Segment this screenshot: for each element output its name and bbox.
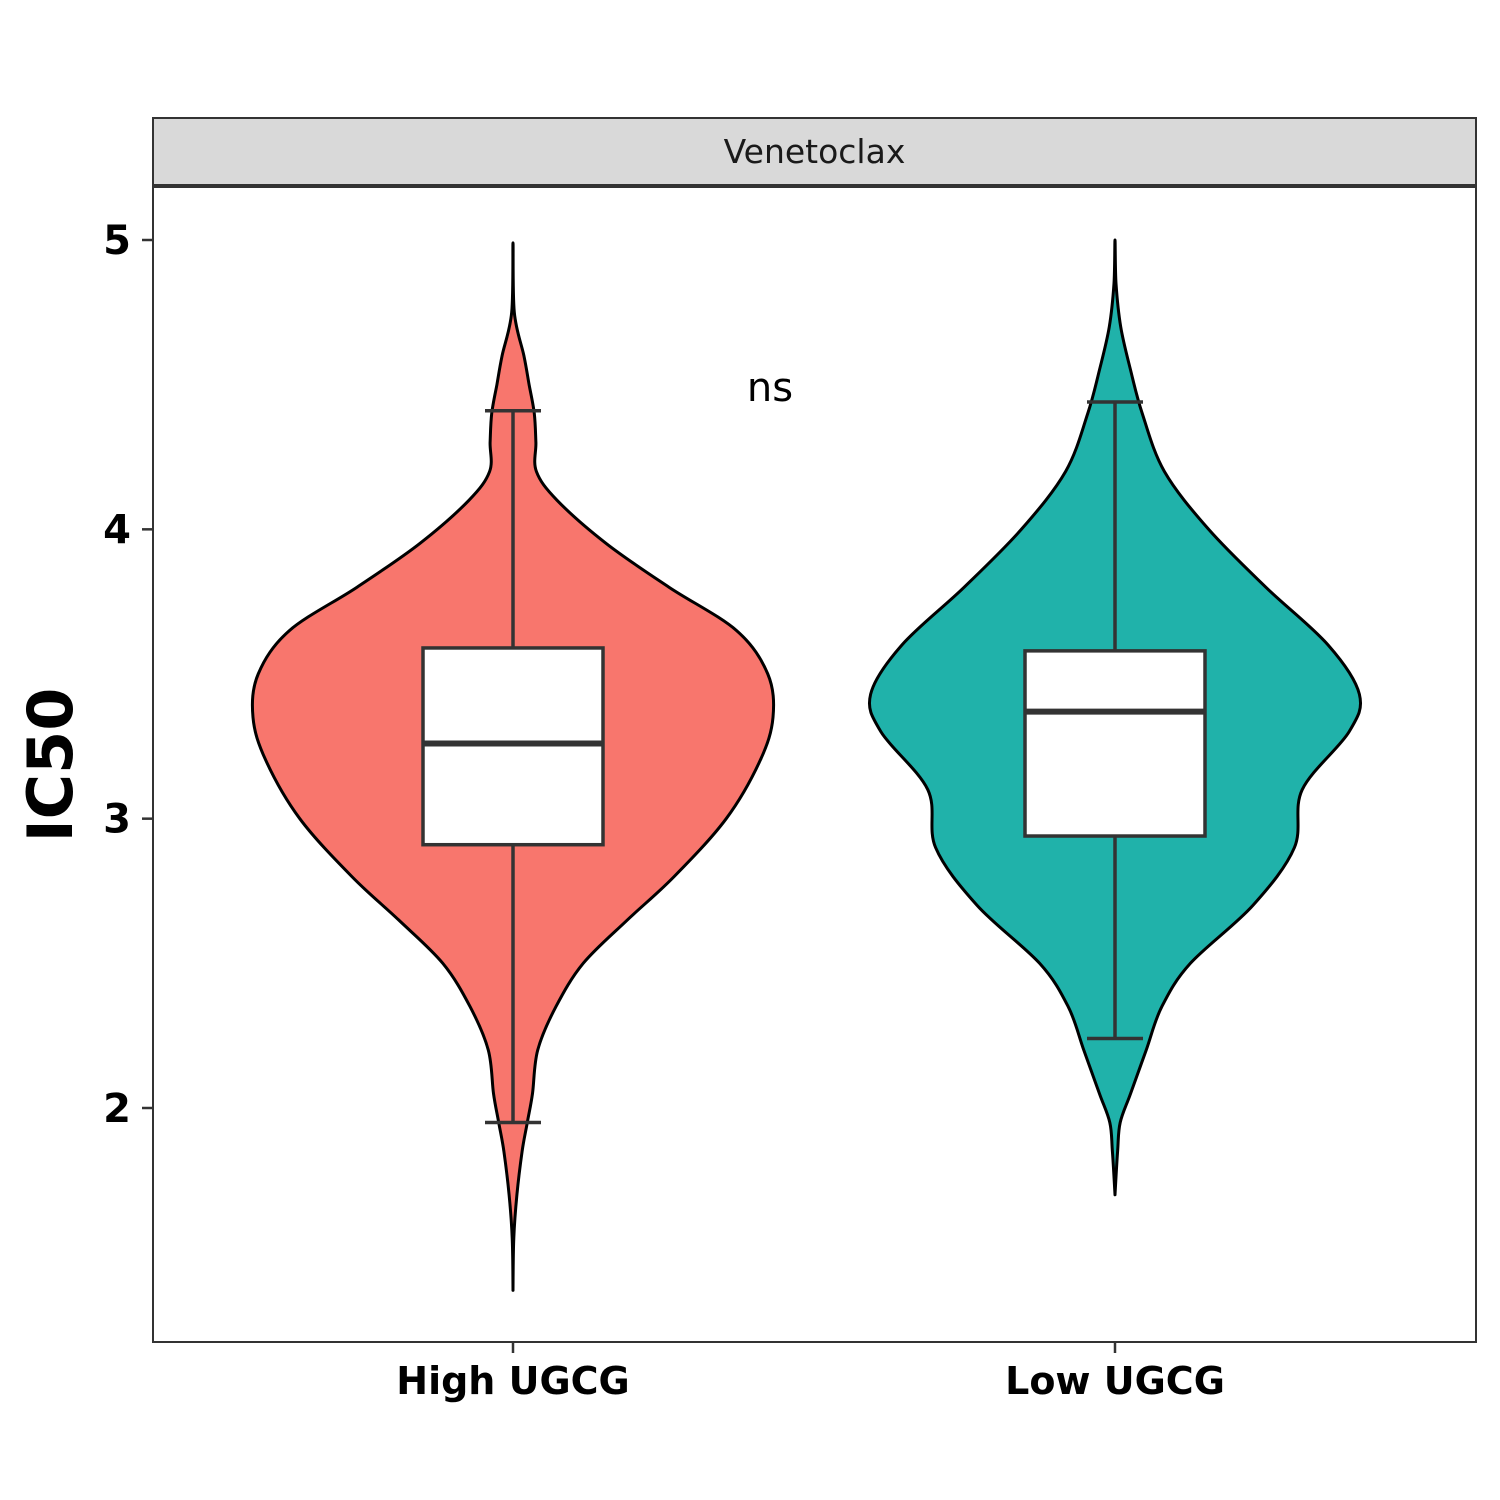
facet-label: Venetoclax: [724, 132, 906, 171]
boxplot-layer: [421, 400, 1207, 1125]
x-axis: High UGCG Low UGCG: [396, 1342, 1225, 1403]
box-low-ugcg: [1023, 649, 1207, 838]
y-tick-label-2: 2: [103, 1086, 131, 1132]
facet-strip: Venetoclax: [152, 117, 1477, 186]
significance-annotation: ns: [747, 365, 793, 411]
x-tick-label-high-ugcg: High UGCG: [396, 1359, 629, 1403]
facet-strip-background: [152, 117, 1477, 186]
x-tick-label-low-ugcg: Low UGCG: [1005, 1359, 1225, 1403]
y-axis: 2 3 4 5: [103, 218, 153, 1132]
y-tick-label-4: 4: [103, 507, 131, 553]
y-tick-label-5: 5: [103, 218, 131, 264]
y-axis-title: IC50: [14, 688, 87, 843]
y-tick-label-3: 3: [103, 797, 131, 843]
